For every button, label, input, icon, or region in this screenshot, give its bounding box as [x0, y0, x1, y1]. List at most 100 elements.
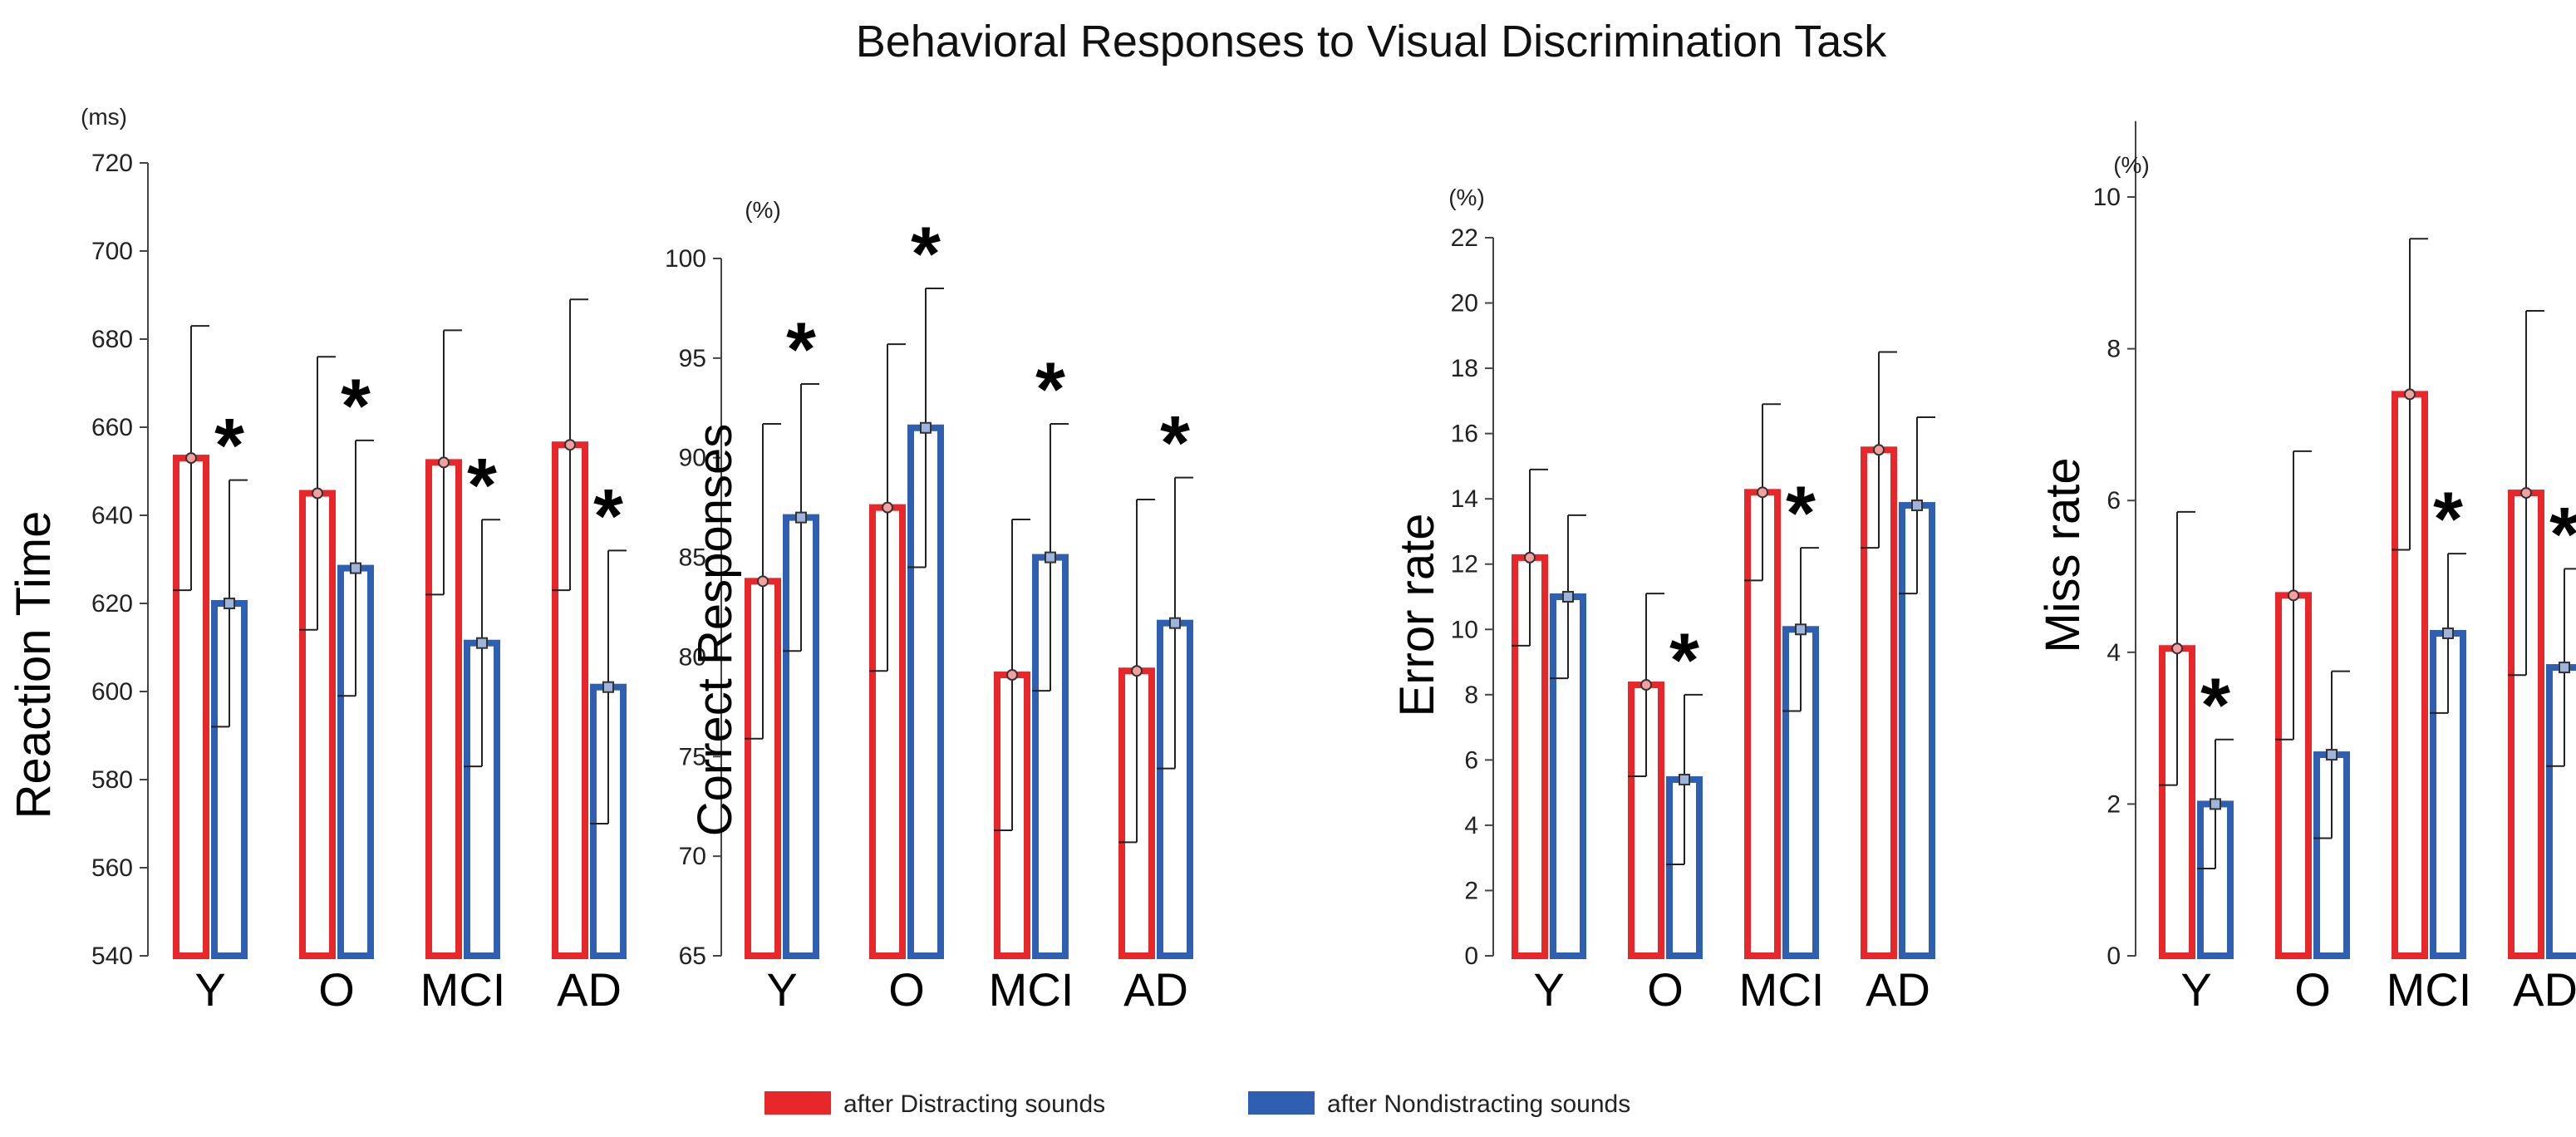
y-tick-label: 10 [2093, 184, 2121, 211]
y-unit-label: (%) [1448, 185, 1485, 210]
mean-marker [476, 637, 488, 649]
y-tick-label: 100 [665, 245, 706, 273]
category-label-o: O [318, 963, 355, 1016]
y-tick-label: 2 [1464, 877, 1478, 904]
y-tick-label: 22 [1451, 224, 1478, 252]
y-tick-label: 700 [91, 238, 133, 265]
legend-swatch-distracting [764, 1091, 831, 1115]
mean-marker [1640, 679, 1652, 692]
y-tick-label: 10 [1451, 616, 1478, 643]
y-tick-label: 6 [2107, 487, 2121, 514]
legend-swatch-nondistracting [1248, 1091, 1315, 1115]
legend: after Distracting sounds after Nondistra… [764, 1090, 1630, 1118]
y-tick-label: 680 [91, 326, 133, 353]
y-tick-label: 90 [679, 445, 706, 472]
significance-star: * [2200, 663, 2230, 748]
significance-star: * [214, 404, 244, 489]
chart-panel-2: 65 70 75 80 85 90 95 100 (%) Correct Responses Y * O… [665, 197, 1193, 1016]
bar-nondistracting-ad [2546, 664, 2576, 959]
mean-marker [795, 511, 807, 524]
chart-panel-4: 0 2 4 6 8 10 (%) Miss rate Y * O MCI * AD * [2036, 121, 2576, 1016]
mean-marker [2520, 487, 2532, 500]
mean-marker [1131, 665, 1143, 677]
y-tick-label: 75 [679, 743, 706, 770]
y-tick-label: 2 [2107, 790, 2121, 818]
y-tick-label: 65 [679, 943, 706, 970]
y-tick-label: 95 [679, 345, 706, 372]
mean-marker [602, 681, 614, 693]
y-tick-label: 540 [91, 943, 133, 970]
category-label-ad: AD [1123, 963, 1188, 1016]
significance-star: * [467, 443, 497, 528]
legend-label-distracting: after Distracting sounds [843, 1090, 1105, 1118]
category-label-mci: MCI [989, 963, 1074, 1016]
y-tick-label: 660 [91, 414, 133, 441]
y-tick-label: 720 [91, 150, 133, 177]
category-label-y: Y [194, 963, 225, 1016]
mean-marker [757, 575, 769, 588]
mean-marker [1524, 551, 1536, 564]
y-tick-label: 8 [2107, 336, 2121, 363]
mean-marker [1006, 669, 1018, 682]
mean-marker [1045, 551, 1056, 564]
y-tick-label: 620 [91, 590, 133, 618]
mean-marker [1757, 486, 1768, 499]
significance-star: * [2549, 492, 2576, 577]
category-label-ad: AD [557, 963, 622, 1016]
significance-star: * [593, 474, 623, 559]
y-tick-label: 16 [1451, 421, 1478, 448]
y-tick-label: 18 [1451, 355, 1478, 382]
mean-marker [882, 501, 893, 514]
category-label-y: Y [766, 963, 797, 1016]
mean-marker [350, 562, 361, 574]
y-tick-label: 0 [1464, 943, 1478, 970]
category-label-y: Y [1533, 963, 1564, 1016]
y-axis-title: Correct Responses [688, 424, 742, 836]
y-axis-title: Error rate [1390, 514, 1444, 717]
chart-panel-3: 0 2 4 6 8 10 12 14 16 18 20 22 (%) Error rate Y O * MCI * A… [1390, 185, 1935, 1016]
category-label-mci: MCI [420, 963, 506, 1016]
y-unit-label: (%) [2113, 152, 2150, 178]
mean-marker [2442, 627, 2454, 639]
mean-marker [2404, 388, 2416, 401]
significance-star: * [786, 308, 816, 392]
y-axis-title: Miss rate [2036, 457, 2090, 652]
category-label-o: O [1647, 963, 1684, 1016]
significance-star: * [341, 364, 371, 449]
mean-marker [185, 452, 197, 465]
mean-marker [2326, 749, 2338, 761]
significance-star: * [911, 212, 941, 297]
mean-marker [1873, 444, 1885, 456]
mean-marker [1169, 617, 1181, 629]
mean-marker [1562, 591, 1574, 603]
mean-marker [920, 421, 932, 434]
mean-marker [564, 439, 576, 451]
chart-panel-1: 540 560 580 600 620 640 660 680 700 720 (ms) Reacti… [7, 104, 627, 1016]
category-label-o: O [888, 963, 925, 1016]
mean-marker [1679, 773, 1690, 785]
y-unit-label: (ms) [81, 104, 127, 130]
significance-star: * [1669, 618, 1699, 703]
category-label-ad: AD [1866, 963, 1930, 1016]
y-tick-label: 12 [1451, 551, 1478, 578]
category-label-mci: MCI [1739, 963, 1825, 1016]
y-tick-label: 600 [91, 678, 133, 706]
category-label-ad: AD [2513, 963, 2576, 1016]
y-tick-label: 80 [679, 643, 706, 671]
y-unit-label: (%) [745, 197, 781, 223]
y-tick-label: 85 [679, 544, 706, 572]
significance-star: * [1786, 471, 1816, 556]
mean-marker [2210, 798, 2221, 810]
y-axis-title: Reaction Time [7, 511, 61, 820]
mean-marker [224, 598, 235, 609]
y-tick-label: 560 [91, 854, 133, 882]
significance-star: * [2433, 477, 2463, 562]
significance-star: * [1160, 401, 1190, 486]
category-label-y: Y [2180, 963, 2211, 1016]
panels: 540 560 580 600 620 6 4 0 660 680 700 720 (ms) Reacti… [7, 104, 2576, 1016]
mean-marker [438, 456, 450, 469]
y-tick-label: 580 [91, 766, 133, 794]
y-tick-label: 70 [679, 843, 706, 870]
y-tick-label: 4 [1464, 812, 1478, 839]
